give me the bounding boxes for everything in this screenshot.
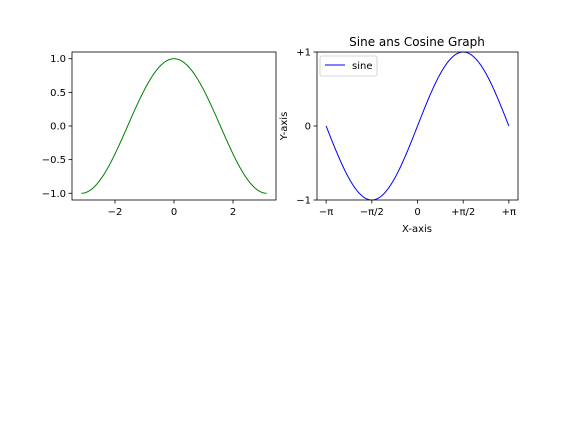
cosine-x-tick-label: 2	[230, 207, 236, 218]
sine-series-line	[325, 51, 510, 201]
legend: sine	[319, 55, 378, 77]
legend-label-sine: sine	[352, 61, 372, 72]
chart-title: Sine ans Cosine Graph	[349, 35, 485, 49]
sine-x-tick-label: −π	[319, 207, 333, 218]
cosine-axes: −2 0 2 −1.0 −0.5 0.0 0.5 1.0	[42, 51, 277, 218]
cosine-y-tick-label: 1.0	[50, 54, 66, 65]
cosine-y-tick-label: −1.0	[42, 189, 66, 200]
cosine-y-tick-label: 0.5	[50, 88, 66, 99]
cosine-y-tick-label: −0.5	[42, 155, 66, 166]
y-axis-label: Y-axis	[279, 112, 290, 142]
sine-x-tick-label: +π	[502, 207, 516, 218]
sine-x-tick-label: +π/2	[451, 207, 475, 218]
sine-y-tick-label: +1	[296, 48, 311, 59]
sine-x-tick-label: −π/2	[360, 207, 384, 218]
sine-x-tick-label: 0	[414, 207, 420, 218]
cosine-x-tick-label: −2	[108, 207, 123, 218]
cosine-x-tick-label: 0	[171, 207, 177, 218]
sine-y-tick-label: 0	[305, 122, 311, 133]
sine-axes: −π −π/2 0 +π/2 +π −1 0 +1 Sine ans Cosine Grap…	[279, 35, 519, 235]
x-axis-label: X-axis	[402, 224, 432, 235]
legend-box	[319, 55, 378, 77]
cosine-series-line	[81, 58, 267, 194]
sine-y-tick-label: −1	[296, 196, 311, 207]
cosine-y-tick-label: 0.0	[50, 122, 66, 133]
